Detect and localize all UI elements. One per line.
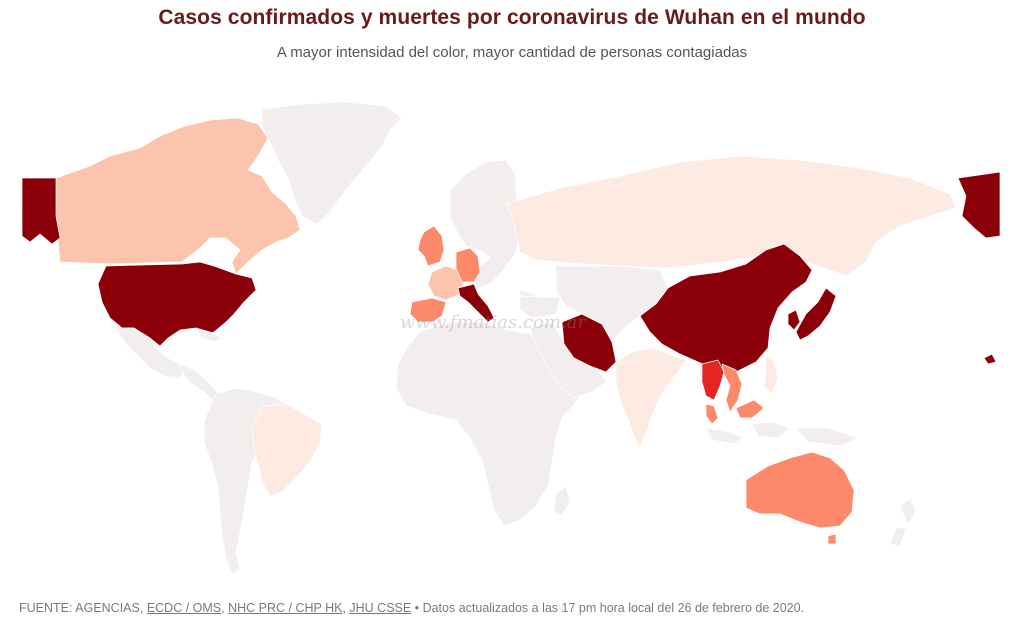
footer-sep-1: , <box>221 601 229 615</box>
country-india[interactable] <box>615 347 687 449</box>
footer-sep-2: , <box>342 601 350 615</box>
country-vietnam[interactable] <box>721 363 743 413</box>
country-thailand[interactable] <box>701 359 725 401</box>
country-indonesia[interactable] <box>705 421 859 447</box>
footer-bullet: • <box>411 601 423 615</box>
country-united-kingdom[interactable] <box>417 225 445 267</box>
country-russia[interactable] <box>505 155 957 277</box>
country-new-zealand[interactable] <box>889 497 917 547</box>
map-title: Casos confirmados y muertes por coronavi… <box>158 6 866 29</box>
country-hawaii[interactable] <box>983 353 997 365</box>
country-australia[interactable] <box>745 451 855 545</box>
country-philippines[interactable] <box>763 355 779 395</box>
country-central-america[interactable] <box>179 327 223 403</box>
watermark-text: www.fmatias.com.ar <box>400 312 586 333</box>
country-spain[interactable] <box>409 297 447 323</box>
footer-lead: FUENTE: AGENCIAS, <box>19 601 147 615</box>
world-choropleth-map <box>0 66 1024 596</box>
country-alaska[interactable] <box>21 177 61 245</box>
source-link-ecdc[interactable]: ECDC / OMS <box>146 601 222 615</box>
country-brazil[interactable] <box>251 403 323 497</box>
source-footer: FUENTE: AGENCIAS, ECDC / OMS, NHC PRC / … <box>19 601 804 615</box>
country-canada[interactable] <box>55 117 301 275</box>
source-link-nhc[interactable]: NHC PRC / CHP HK <box>228 601 343 615</box>
country-central-asia[interactable] <box>555 265 669 343</box>
country-china[interactable] <box>639 243 813 373</box>
country-middle-east[interactable] <box>519 295 607 399</box>
country-greenland[interactable] <box>261 101 403 225</box>
source-link-jhu[interactable]: JHU CSSE <box>349 601 412 615</box>
country-south-korea[interactable] <box>787 309 801 331</box>
footer-updated: Datos actualizados a las 17 pm hora loca… <box>422 601 805 615</box>
map-subtitle: A mayor intensidad del color, mayor cant… <box>276 44 748 61</box>
country-alaska-east[interactable] <box>957 171 1001 239</box>
country-malaysia[interactable] <box>705 399 765 425</box>
country-germany[interactable] <box>455 247 481 283</box>
country-japan[interactable] <box>795 287 837 341</box>
